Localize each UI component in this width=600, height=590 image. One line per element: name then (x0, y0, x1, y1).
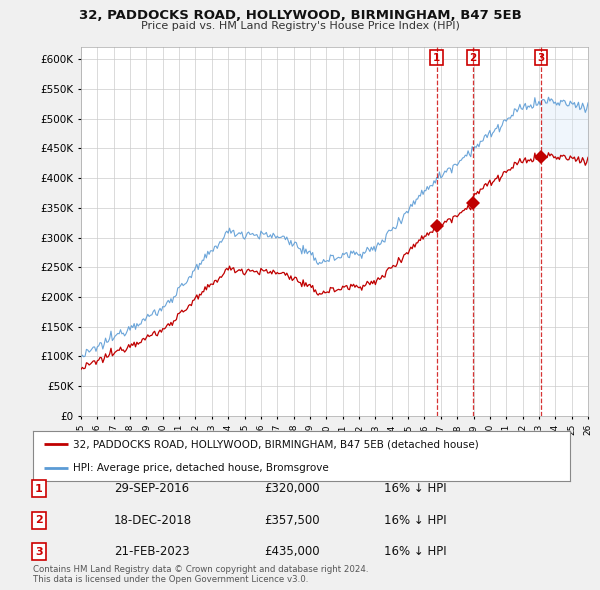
Text: 3: 3 (538, 53, 545, 63)
Text: 3: 3 (35, 547, 43, 556)
Text: £357,500: £357,500 (264, 514, 320, 527)
Text: Contains HM Land Registry data © Crown copyright and database right 2024.: Contains HM Land Registry data © Crown c… (33, 565, 368, 574)
Text: This data is licensed under the Open Government Licence v3.0.: This data is licensed under the Open Gov… (33, 575, 308, 584)
Text: £320,000: £320,000 (264, 482, 320, 495)
Text: 32, PADDOCKS ROAD, HOLLYWOOD, BIRMINGHAM, B47 5EB (detached house): 32, PADDOCKS ROAD, HOLLYWOOD, BIRMINGHAM… (73, 439, 479, 449)
Text: Price paid vs. HM Land Registry's House Price Index (HPI): Price paid vs. HM Land Registry's House … (140, 21, 460, 31)
Text: 21-FEB-2023: 21-FEB-2023 (114, 545, 190, 558)
Text: 32, PADDOCKS ROAD, HOLLYWOOD, BIRMINGHAM, B47 5EB: 32, PADDOCKS ROAD, HOLLYWOOD, BIRMINGHAM… (79, 9, 521, 22)
Text: 16% ↓ HPI: 16% ↓ HPI (384, 514, 446, 527)
Text: 16% ↓ HPI: 16% ↓ HPI (384, 545, 446, 558)
Text: HPI: Average price, detached house, Bromsgrove: HPI: Average price, detached house, Brom… (73, 463, 329, 473)
Text: 2: 2 (469, 53, 476, 63)
Text: 18-DEC-2018: 18-DEC-2018 (114, 514, 192, 527)
Text: 1: 1 (35, 484, 43, 493)
Text: 16% ↓ HPI: 16% ↓ HPI (384, 482, 446, 495)
Text: £435,000: £435,000 (264, 545, 320, 558)
Text: 29-SEP-2016: 29-SEP-2016 (114, 482, 189, 495)
Text: 2: 2 (35, 516, 43, 525)
Text: 1: 1 (433, 53, 440, 63)
